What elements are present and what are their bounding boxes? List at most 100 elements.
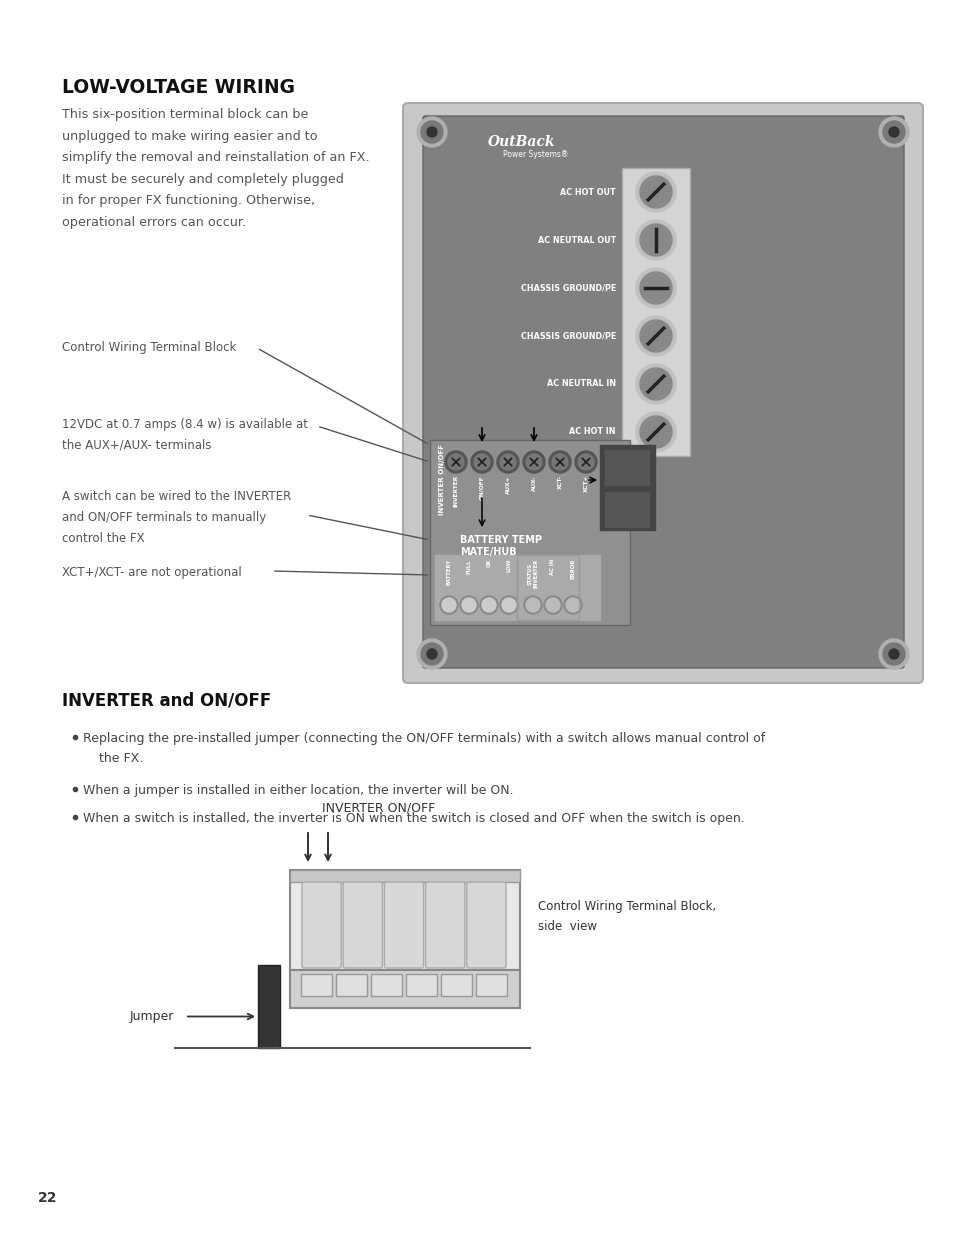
- Circle shape: [461, 598, 476, 613]
- Text: ERROR: ERROR: [570, 559, 575, 579]
- FancyBboxPatch shape: [257, 965, 280, 1049]
- Circle shape: [459, 597, 477, 614]
- Circle shape: [522, 451, 544, 473]
- Circle shape: [439, 597, 457, 614]
- Text: Jumper: Jumper: [130, 1010, 174, 1023]
- Text: This six-position terminal block can be
unplugged to make wiring easier and to
s: This six-position terminal block can be …: [62, 107, 369, 228]
- FancyBboxPatch shape: [466, 882, 505, 968]
- Circle shape: [639, 224, 671, 256]
- Circle shape: [427, 127, 436, 137]
- FancyBboxPatch shape: [343, 882, 382, 968]
- Circle shape: [525, 454, 541, 471]
- Text: Control Wiring Terminal Block: Control Wiring Terminal Block: [62, 342, 236, 354]
- Text: CHASSIS GROUND/PE: CHASSIS GROUND/PE: [520, 331, 616, 341]
- Circle shape: [444, 451, 467, 473]
- Circle shape: [878, 638, 908, 669]
- FancyBboxPatch shape: [604, 492, 648, 527]
- Circle shape: [636, 364, 676, 404]
- Circle shape: [501, 598, 516, 613]
- Text: LOW-VOLTAGE WIRING: LOW-VOLTAGE WIRING: [62, 78, 294, 98]
- Circle shape: [639, 368, 671, 400]
- Circle shape: [888, 650, 898, 659]
- Text: OutBack: OutBack: [488, 135, 555, 149]
- FancyBboxPatch shape: [402, 103, 923, 683]
- Circle shape: [525, 598, 539, 613]
- Circle shape: [636, 412, 676, 452]
- Text: STATUS
INVERTER: STATUS INVERTER: [527, 559, 537, 588]
- FancyBboxPatch shape: [476, 974, 506, 995]
- Text: the FX.: the FX.: [99, 752, 143, 764]
- Circle shape: [636, 316, 676, 356]
- Text: BATTERY: BATTERY: [446, 559, 451, 585]
- FancyBboxPatch shape: [430, 440, 629, 625]
- FancyBboxPatch shape: [290, 869, 519, 882]
- Circle shape: [575, 451, 597, 473]
- Circle shape: [548, 451, 571, 473]
- FancyBboxPatch shape: [290, 969, 519, 1008]
- FancyBboxPatch shape: [604, 450, 648, 485]
- Circle shape: [888, 127, 898, 137]
- Circle shape: [471, 451, 493, 473]
- Circle shape: [578, 454, 594, 471]
- Circle shape: [479, 597, 497, 614]
- Text: XCT+: XCT+: [583, 475, 588, 493]
- Text: INVERTER: INVERTER: [453, 475, 458, 508]
- Circle shape: [448, 454, 463, 471]
- Circle shape: [497, 451, 518, 473]
- Text: AC HOT OUT: AC HOT OUT: [559, 188, 616, 196]
- Circle shape: [543, 597, 561, 614]
- Text: A switch can be wired to the INVERTER
and ON/OFF terminals to manually
control t: A switch can be wired to the INVERTER an…: [62, 490, 291, 545]
- Text: AC IN: AC IN: [550, 559, 555, 576]
- Circle shape: [639, 177, 671, 207]
- Circle shape: [639, 416, 671, 448]
- FancyBboxPatch shape: [335, 974, 367, 995]
- Circle shape: [639, 320, 671, 352]
- Text: When a jumper is installed in either location, the inverter will be ON.: When a jumper is installed in either loc…: [83, 784, 513, 797]
- Text: CHASSIS GROUND/PE: CHASSIS GROUND/PE: [520, 284, 616, 293]
- Circle shape: [441, 598, 456, 613]
- FancyBboxPatch shape: [621, 168, 689, 456]
- Text: When a switch is installed, the inverter is ON when the switch is closed and OFF: When a switch is installed, the inverter…: [83, 811, 744, 825]
- FancyBboxPatch shape: [301, 974, 332, 995]
- Circle shape: [639, 272, 671, 304]
- Text: INVERTER ON/OFF: INVERTER ON/OFF: [322, 802, 435, 815]
- Circle shape: [636, 220, 676, 261]
- Circle shape: [565, 598, 579, 613]
- FancyBboxPatch shape: [384, 882, 423, 968]
- FancyBboxPatch shape: [371, 974, 401, 995]
- FancyBboxPatch shape: [302, 882, 341, 968]
- Circle shape: [882, 643, 904, 664]
- Circle shape: [636, 172, 676, 212]
- Circle shape: [552, 454, 567, 471]
- Text: BATTERY TEMP
MATE/HUB: BATTERY TEMP MATE/HUB: [459, 535, 541, 557]
- Text: Replacing the pre-installed jumper (connecting the ON/OFF terminals) with a swit: Replacing the pre-installed jumper (conn…: [83, 732, 764, 745]
- Text: AC NEUTRAL IN: AC NEUTRAL IN: [546, 379, 616, 389]
- FancyBboxPatch shape: [406, 974, 436, 995]
- Text: INVERTER and ON/OFF: INVERTER and ON/OFF: [62, 692, 271, 710]
- Text: LOW: LOW: [506, 559, 511, 572]
- Circle shape: [416, 638, 447, 669]
- Text: 22: 22: [38, 1191, 57, 1205]
- Circle shape: [563, 597, 581, 614]
- Text: XCT-: XCT-: [557, 475, 562, 489]
- Circle shape: [545, 598, 559, 613]
- Text: Control Wiring Terminal Block,
side  view: Control Wiring Terminal Block, side view: [537, 900, 716, 932]
- Circle shape: [427, 650, 436, 659]
- Text: INVERTER ON/OFF: INVERTER ON/OFF: [438, 445, 444, 515]
- Text: AUX+: AUX+: [505, 475, 510, 494]
- Circle shape: [481, 598, 496, 613]
- Text: Power Systems®: Power Systems®: [502, 149, 568, 159]
- FancyBboxPatch shape: [435, 555, 599, 620]
- FancyBboxPatch shape: [290, 869, 519, 969]
- Text: 12VDC at 0.7 amps (8.4 w) is available at
the AUX+/AUX- terminals: 12VDC at 0.7 amps (8.4 w) is available a…: [62, 417, 308, 452]
- FancyBboxPatch shape: [425, 882, 464, 968]
- Circle shape: [636, 268, 676, 308]
- Text: FULL: FULL: [466, 559, 471, 573]
- Circle shape: [416, 117, 447, 147]
- Circle shape: [499, 597, 517, 614]
- Circle shape: [878, 117, 908, 147]
- Text: XCT+/XCT- are not operational: XCT+/XCT- are not operational: [62, 566, 241, 579]
- Circle shape: [420, 121, 442, 143]
- Circle shape: [420, 643, 442, 664]
- FancyBboxPatch shape: [440, 974, 472, 995]
